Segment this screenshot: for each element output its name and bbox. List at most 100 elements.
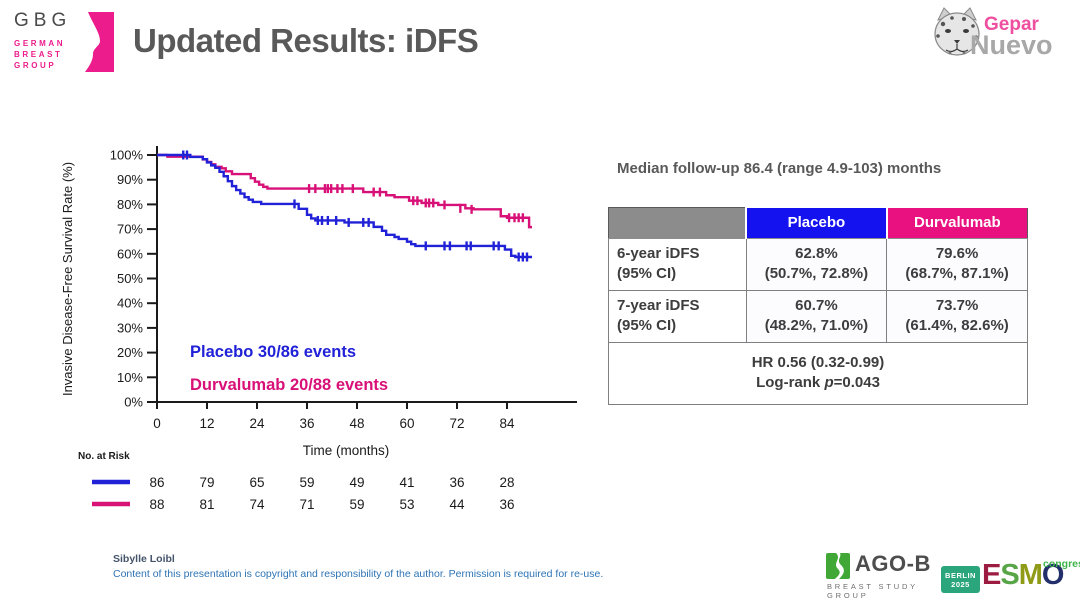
gepar-logo-text: Gepar	[984, 14, 1039, 35]
esmo-letter: O	[1041, 559, 1065, 591]
hr-logrank-cell: HR 0.56 (0.32-0.99) Log-rank p=0.043	[608, 341, 1028, 405]
y-tick-label: 90%	[117, 172, 143, 187]
at-risk-count-durvalumab: 81	[199, 497, 214, 512]
risk-table-header: No. at Risk	[78, 451, 130, 462]
y-tick-label: 100%	[110, 148, 144, 163]
at-risk-count-placebo: 65	[249, 475, 264, 490]
x-tick-label: 84	[499, 416, 515, 431]
y-tick-label: 50%	[117, 271, 143, 286]
x-axis-title: Time (months)	[303, 443, 390, 458]
y-tick-label: 60%	[117, 246, 143, 261]
cell-ci: (48.2%, 71.0%)	[764, 317, 869, 334]
leopard-icon	[934, 7, 980, 56]
gbg-ribbon-icon	[85, 12, 114, 72]
row-label-line: 7-year iDFS	[617, 296, 700, 314]
x-tick-label: 36	[299, 416, 314, 431]
cell-ci: (50.7%, 72.8%)	[764, 265, 869, 282]
logrank-prefix: Log-rank	[756, 374, 825, 391]
events-annotation-durvalumab: Durvalumab 20/88 events	[190, 376, 388, 394]
results-table-corner-cell	[608, 206, 748, 239]
y-axis-title: Invasive Disease-Free Survival Rate (%)	[60, 162, 75, 396]
cell-value: 60.7%	[795, 296, 838, 314]
logrank-value: Log-rank p=0.043	[609, 373, 1027, 393]
copyright-text: Content of this presentation is copyrigh…	[113, 568, 604, 580]
x-tick-label: 48	[349, 416, 364, 431]
nuevo-logo-text: Nuevo	[970, 30, 1053, 60]
hr-logrank-row: HR 0.56 (0.32-0.99) Log-rank p=0.043	[608, 341, 1028, 405]
y-tick-label: 20%	[117, 345, 143, 360]
cell-6year-durvalumab: 79.6% (68.7%, 87.1%)	[886, 237, 1028, 291]
results-table: Placebo Durvalumab 6-year iDFS (95% CI) …	[608, 206, 1028, 405]
at-risk-count-durvalumab: 74	[249, 497, 265, 512]
row-label-7year: 7-year iDFS (95% CI)	[608, 289, 747, 343]
y-tick-label: 70%	[117, 222, 143, 237]
y-tick-label: 10%	[117, 370, 143, 385]
esmo-letter: M	[1018, 559, 1043, 591]
y-tick-label: 80%	[117, 197, 143, 212]
gbg-subtitle-line: GROUP	[14, 61, 57, 70]
esmo-wordmark: ESMO	[982, 559, 1065, 592]
cell-value: 79.6%	[935, 244, 979, 262]
cell-7year-placebo: 60.7% (48.2%, 71.0%)	[745, 289, 888, 343]
author-name: Sibylle Loibl	[113, 553, 175, 565]
x-tick-label: 72	[449, 416, 464, 431]
agob-subtitle: BREAST STUDY GROUP	[827, 582, 918, 600]
row-label-line: 6-year iDFS	[617, 244, 700, 262]
agob-logo: AGO-B BREAST STUDY GROUP	[826, 551, 951, 601]
esmo-city: BERLIN	[945, 571, 976, 580]
esmo-letter: E	[982, 559, 1001, 591]
table-row: 6-year iDFS (95% CI) 62.8% (50.7%, 72.8%…	[608, 237, 1028, 291]
gbg-subtitle-line: BREAST	[14, 50, 63, 59]
gbg-logo: GBG GERMAN BREAST GROUP	[14, 10, 132, 74]
logrank-number: =0.043	[833, 374, 880, 391]
kaplan-meier-chart: 100% 90% 80% 70% 60% 50% 40% 30% 20% 10% 0% 0 12 24 36…	[60, 146, 577, 512]
esmo-berlin-badge: BERLIN 2025	[941, 566, 980, 593]
gbg-acronym: GBG	[14, 10, 72, 31]
cell-value: 73.7%	[935, 296, 979, 314]
logrank-p-symbol: p	[824, 374, 834, 391]
esmo-congress-label: congress	[1043, 558, 1080, 570]
events-annotation-placebo: Placebo 30/86 events	[190, 343, 356, 361]
author-block: Sibylle Loibl Content of this presentati…	[113, 553, 603, 580]
cell-7year-durvalumab: 73.7% (61.4%, 82.6%)	[886, 289, 1028, 343]
cell-value: 62.8%	[795, 244, 838, 262]
row-label-6year: 6-year iDFS (95% CI)	[608, 237, 747, 291]
cell-ci: (61.4%, 82.6%)	[905, 317, 1009, 334]
esmo-letter: S	[1000, 559, 1019, 591]
at-risk-count-placebo: 86	[149, 475, 164, 490]
durvalumab-column-header: Durvalumab	[885, 206, 1028, 239]
agob-name: AGO-B	[855, 551, 931, 576]
cell-ci: (68.7%, 87.1%)	[905, 265, 1009, 282]
row-label-line: (95% CI)	[617, 265, 677, 282]
at-risk-count-durvalumab: 53	[399, 497, 414, 512]
at-risk-count-durvalumab: 71	[299, 497, 314, 512]
gbg-subtitle: GERMAN BREAST GROUP	[14, 38, 132, 71]
geparnuevo-logo: Gepar Nuevo	[922, 4, 1077, 68]
gbg-subtitle-line: GERMAN	[14, 39, 66, 48]
agob-leaf-icon	[826, 553, 850, 579]
table-row: 7-year iDFS (95% CI) 60.7% (48.2%, 71.0%…	[608, 289, 1028, 343]
at-risk-count-placebo: 59	[299, 475, 314, 490]
y-tick-label: 0%	[124, 395, 143, 410]
x-tick-label: 60	[399, 416, 414, 431]
at-risk-count-placebo: 28	[499, 475, 514, 490]
esmo-year: 2025	[951, 580, 970, 589]
hr-value: HR 0.56 (0.32-0.99)	[751, 353, 885, 371]
at-risk-count-durvalumab: 88	[149, 497, 164, 512]
at-risk-count-placebo: 36	[449, 475, 464, 490]
page-title: Updated Results: iDFS	[133, 22, 479, 59]
x-tick-label: 24	[249, 416, 265, 431]
at-risk-count-durvalumab: 44	[449, 497, 465, 512]
at-risk-count-placebo: 79	[199, 475, 214, 490]
x-tick-label: 0	[153, 416, 161, 431]
placebo-column-header: Placebo	[745, 206, 888, 239]
y-tick-label: 40%	[117, 296, 143, 311]
at-risk-count-placebo: 49	[349, 475, 364, 490]
esmo-congress-logo: BERLIN 2025 ESMO congress	[941, 557, 1080, 603]
km-curve-placebo	[157, 153, 533, 259]
results-table-header-row: Placebo Durvalumab	[608, 206, 1028, 239]
x-tick-label: 12	[199, 416, 214, 431]
at-risk-count-durvalumab: 59	[349, 497, 364, 512]
y-tick-label: 30%	[117, 320, 143, 335]
